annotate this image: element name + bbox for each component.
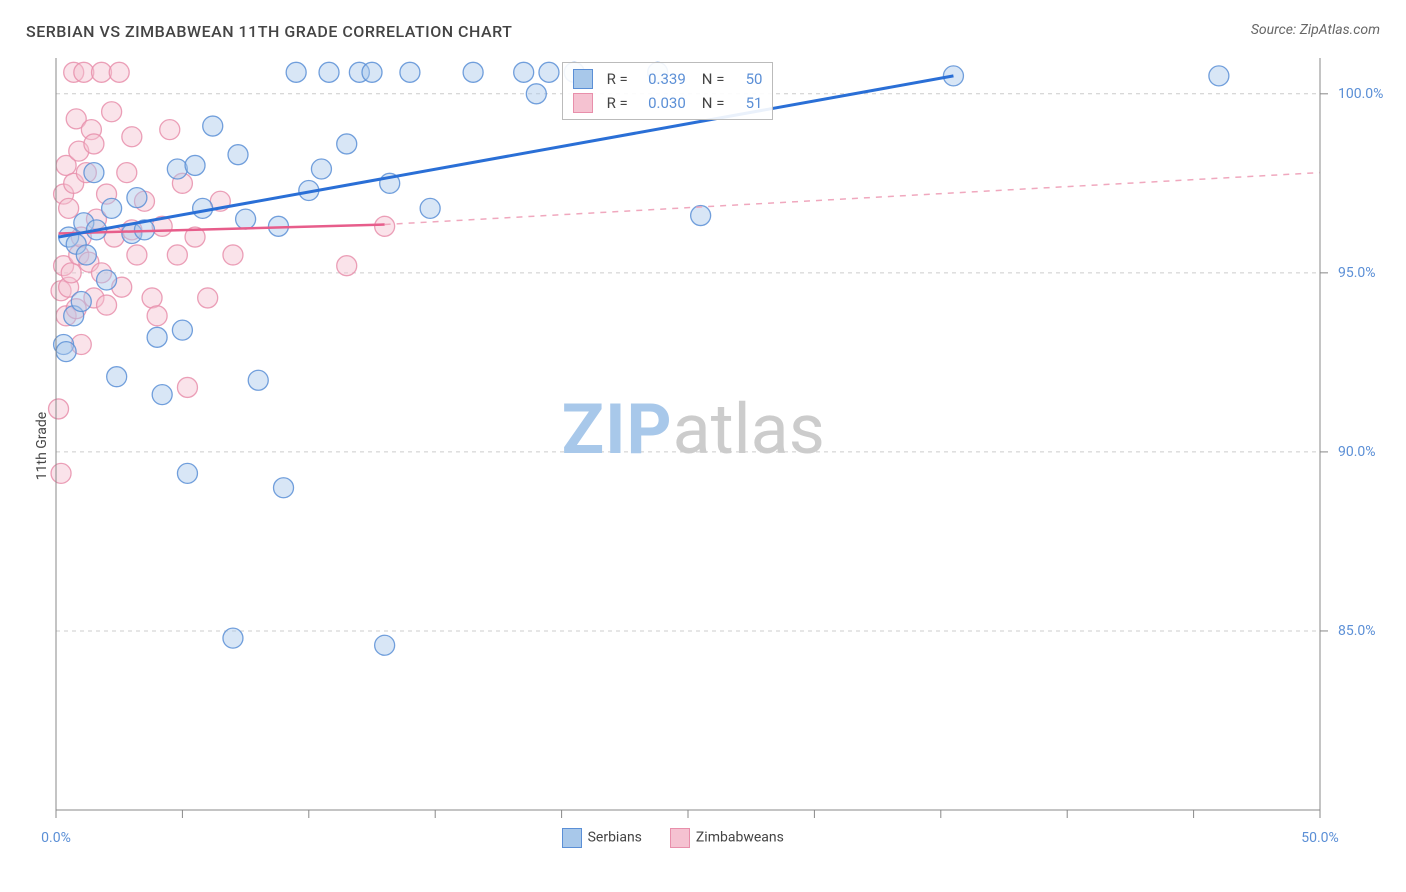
- r-label: R =: [607, 94, 628, 112]
- stats-row: R = 0.030 N = 51: [573, 91, 763, 115]
- legend-label: Serbians: [588, 830, 642, 846]
- correlation-stats-box: R = 0.339 N = 50 R = 0.030 N = 51: [562, 62, 774, 120]
- n-value: 50: [732, 70, 762, 88]
- source-attribution: Source: ZipAtlas.com: [1251, 22, 1380, 38]
- y-tick-label: 90.0%: [1338, 444, 1376, 460]
- stats-row: R = 0.339 N = 50: [573, 67, 763, 91]
- y-tick-label: 85.0%: [1338, 623, 1376, 639]
- x-tick-label: 50.0%: [1301, 830, 1339, 846]
- y-axis-label: 11th Grade: [34, 412, 50, 480]
- chart-container: SERBIAN VS ZIMBABWEAN 11TH GRADE CORRELA…: [0, 0, 1406, 892]
- r-value: 0.339: [636, 70, 686, 88]
- scatter-plot: [56, 58, 1330, 820]
- n-value: 51: [732, 94, 762, 112]
- legend-item: Zimbabweans: [670, 828, 784, 848]
- y-tick-label: 100.0%: [1338, 86, 1383, 102]
- chart-title: SERBIAN VS ZIMBABWEAN 11TH GRADE CORRELA…: [26, 22, 512, 41]
- y-tick-label: 95.0%: [1338, 265, 1376, 281]
- legend-label: Zimbabweans: [696, 830, 784, 846]
- x-tick-label: 0.0%: [41, 830, 71, 846]
- legend: Serbians Zimbabweans: [562, 828, 784, 848]
- series-swatch: [573, 69, 593, 89]
- legend-item: Serbians: [562, 828, 642, 848]
- legend-swatch: [562, 828, 582, 848]
- n-label: N =: [702, 70, 725, 88]
- n-label: N =: [702, 94, 725, 112]
- r-label: R =: [607, 70, 628, 88]
- legend-swatch: [670, 828, 690, 848]
- series-swatch: [573, 93, 593, 113]
- r-value: 0.030: [636, 94, 686, 112]
